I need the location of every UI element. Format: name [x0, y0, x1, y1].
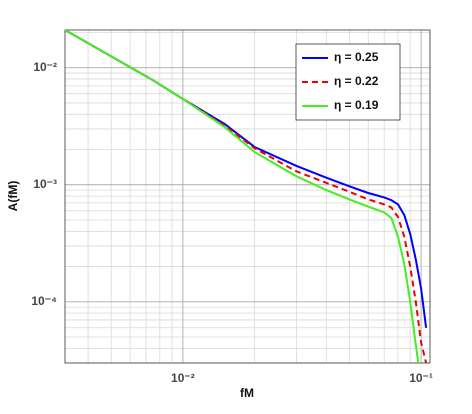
x-axis-label: fM	[240, 386, 254, 400]
legend-label: η = 0.25	[334, 50, 379, 64]
plot-area	[65, 30, 428, 363]
x-tick-label: 10⁻²	[171, 371, 195, 385]
y-tick-label: 10⁻²	[33, 60, 57, 74]
line	[65, 30, 420, 363]
y-tick-label: 10⁻³	[33, 177, 57, 191]
y-tick-label: 10⁻⁴	[31, 294, 57, 308]
legend-label: η = 0.19	[334, 98, 379, 112]
plot-frame	[64, 29, 431, 364]
y-axis-label: A(fM)	[6, 181, 20, 212]
legend-label: η = 0.22	[334, 74, 379, 88]
x-tick-label: 10⁻¹	[409, 371, 433, 385]
